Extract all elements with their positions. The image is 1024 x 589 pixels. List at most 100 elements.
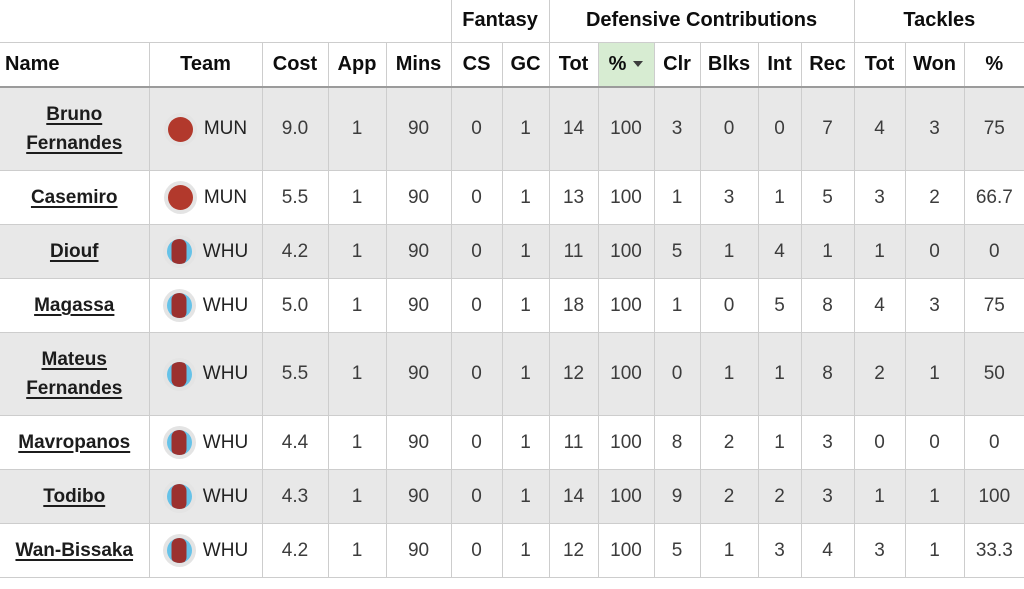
col-header-team-1[interactable]: Team — [149, 42, 263, 88]
group-header-fantasy: Fantasy — [451, 0, 550, 43]
player-name-link[interactable]: Magassa — [34, 295, 115, 316]
col-header-cs-5[interactable]: CS — [451, 42, 503, 88]
team-abbr-label: WHU — [202, 294, 249, 316]
stat-cell-int-11: 1 — [758, 170, 802, 225]
stat-cell-tot-7: 11 — [549, 415, 599, 470]
player-name-cell: Bruno Fernandes — [0, 87, 150, 171]
stat-cell-clr-9: 1 — [654, 278, 701, 333]
team-cell: WHU — [149, 224, 263, 279]
stat-cell-mins-4: 90 — [386, 224, 452, 279]
stat-cell-pct-8: 100 — [598, 224, 655, 279]
col-header-blks-10[interactable]: Blks — [700, 42, 759, 88]
stat-cell-blks-10: 1 — [700, 332, 759, 416]
stat-cell-tot-13: 4 — [854, 87, 906, 171]
stat-cell-app-3: 1 — [328, 415, 387, 470]
stat-cell-mins-4: 90 — [386, 278, 452, 333]
table-row: Magassa WHU 5.0 1 90 0 1 18 100 1 0 5 8 4 3 75 — [0, 278, 1024, 333]
player-name-link[interactable]: Wan-Bissaka — [15, 540, 134, 561]
stat-cell-tot-7: 18 — [549, 278, 599, 333]
group-header-row: Fantasy Defensive Contributions Tackles — [0, 0, 1024, 43]
whu-badge-icon — [162, 480, 196, 513]
stat-cell-won-14: 0 — [905, 224, 965, 279]
stat-cell-cs-5: 0 — [451, 278, 503, 333]
player-name-link[interactable]: Diouf — [49, 241, 99, 262]
stat-cell-app-3: 1 — [328, 278, 387, 333]
team-abbr-label: MUN — [203, 186, 248, 208]
player-name-link[interactable]: Mavropanos — [18, 432, 131, 453]
col-header-pct-8[interactable]: % — [598, 42, 655, 88]
stat-cell-app-3: 1 — [328, 332, 387, 416]
stat-cell-int-11: 1 — [758, 415, 802, 470]
stat-cell-gc-6: 1 — [502, 278, 550, 333]
player-name-link[interactable]: Mateus Fernandes — [26, 349, 123, 399]
table-row: Mateus Fernandes WHU 5.5 1 90 0 1 12 100 0 1 1 8 2 1 50 — [0, 332, 1024, 416]
stat-cell-app-3: 1 — [328, 87, 387, 171]
stat-cell-pct-15: 0 — [964, 415, 1024, 470]
stat-cell-rec-12: 3 — [801, 415, 855, 470]
stat-cell-cost-2: 5.5 — [262, 332, 329, 416]
col-header-name-0[interactable]: Name — [0, 42, 150, 88]
whu-badge-icon — [162, 426, 196, 459]
stat-cell-won-14: 1 — [905, 469, 965, 524]
col-header-gc-6[interactable]: GC — [502, 42, 550, 88]
stat-cell-pct-15: 66.7 — [964, 170, 1024, 225]
stat-cell-rec-12: 4 — [801, 523, 855, 578]
stat-cell-clr-9: 0 — [654, 332, 701, 416]
stat-cell-blks-10: 2 — [700, 469, 759, 524]
player-name-cell: Wan-Bissaka — [0, 523, 150, 578]
stat-cell-int-11: 4 — [758, 224, 802, 279]
stat-cell-tot-13: 1 — [854, 469, 906, 524]
col-header-tot-7[interactable]: Tot — [549, 42, 599, 88]
col-header-cost-2[interactable]: Cost — [262, 42, 329, 88]
player-name-link[interactable]: Casemiro — [30, 187, 118, 208]
col-header-int-11[interactable]: Int — [758, 42, 802, 88]
table-row: Wan-Bissaka WHU 4.2 1 90 0 1 12 100 5 1 3 4 3 1 33.3 — [0, 523, 1024, 578]
stat-cell-cs-5: 0 — [451, 224, 503, 279]
player-name-link[interactable]: Todibo — [43, 486, 106, 507]
table-row: Diouf WHU 4.2 1 90 0 1 11 100 5 1 4 1 1 0 0 — [0, 224, 1024, 279]
col-header-rec-12[interactable]: Rec — [801, 42, 855, 88]
stat-cell-rec-12: 8 — [801, 278, 855, 333]
stat-cell-won-14: 0 — [905, 415, 965, 470]
stat-cell-cost-2: 5.0 — [262, 278, 329, 333]
stat-cell-pct-15: 75 — [964, 87, 1024, 171]
player-name-link[interactable]: Bruno Fernandes — [26, 104, 123, 154]
player-name-cell: Mavropanos — [0, 415, 150, 470]
col-header-won-14[interactable]: Won — [905, 42, 965, 88]
team-abbr-label: WHU — [202, 240, 249, 262]
col-header-app-3[interactable]: App — [328, 42, 387, 88]
stat-cell-cost-2: 4.3 — [262, 469, 329, 524]
stat-cell-blks-10: 3 — [700, 170, 759, 225]
team-abbr-label: WHU — [202, 485, 249, 507]
stat-cell-pct-15: 100 — [964, 469, 1024, 524]
stat-cell-blks-10: 1 — [700, 523, 759, 578]
stat-cell-clr-9: 9 — [654, 469, 701, 524]
stat-cell-blks-10: 0 — [700, 87, 759, 171]
sort-desc-icon — [633, 61, 644, 68]
stat-cell-won-14: 2 — [905, 170, 965, 225]
col-header-pct-15[interactable]: % — [964, 42, 1024, 88]
stat-cell-mins-4: 90 — [386, 415, 452, 470]
whu-badge-icon — [162, 289, 196, 322]
stat-cell-gc-6: 1 — [502, 415, 550, 470]
stat-cell-cs-5: 0 — [451, 332, 503, 416]
team-abbr-label: MUN — [203, 118, 248, 139]
stat-cell-cs-5: 0 — [451, 523, 503, 578]
stat-cell-rec-12: 3 — [801, 469, 855, 524]
player-name-cell: Todibo — [0, 469, 150, 524]
col-header-clr-9[interactable]: Clr — [654, 42, 701, 88]
team-cell: WHU — [149, 523, 263, 578]
table-row: Bruno Fernandes MUN 9.0 1 90 0 1 14 100 3 0 0 7 4 3 75 — [0, 87, 1024, 171]
stat-cell-tot-7: 12 — [549, 523, 599, 578]
stat-cell-rec-12: 7 — [801, 87, 855, 171]
stat-cell-cost-2: 4.2 — [262, 224, 329, 279]
stat-cell-gc-6: 1 — [502, 224, 550, 279]
column-header-row: Name Team Cost App Mins CS GC Tot% Clr Blks Int Rec… — [0, 42, 1024, 88]
col-header-tot-13[interactable]: Tot — [854, 42, 906, 88]
stat-cell-pct-15: 75 — [964, 278, 1024, 333]
team-cell: WHU — [149, 469, 263, 524]
stat-cell-gc-6: 1 — [502, 87, 550, 171]
stat-cell-pct-8: 100 — [598, 170, 655, 225]
col-header-mins-4[interactable]: Mins — [386, 42, 452, 88]
stat-cell-mins-4: 90 — [386, 523, 452, 578]
